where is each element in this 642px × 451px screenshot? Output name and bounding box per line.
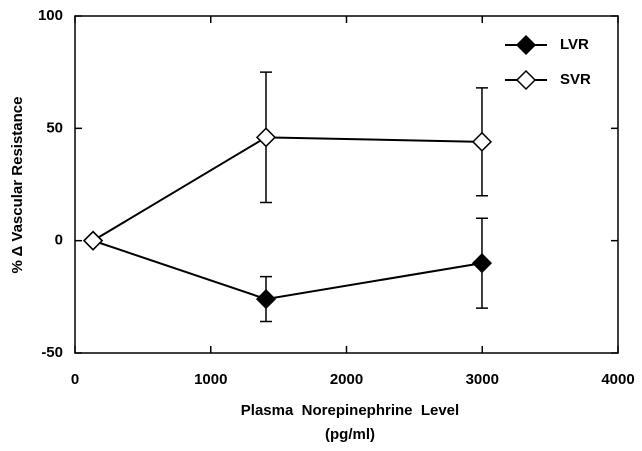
x-axis-label: Plasma Norepinephrine Level (241, 402, 459, 419)
x-tick-label: 0 (71, 371, 79, 388)
plot-frame (74, 15, 619, 354)
legend-label: LVR (560, 36, 589, 53)
marker (471, 131, 493, 152)
x-tick-label: 2000 (330, 371, 363, 388)
series-line (92, 239, 483, 301)
y-tick-label: 100 (38, 7, 63, 24)
marker (471, 253, 493, 274)
series-line (92, 136, 482, 242)
x-tick-label: 4000 (601, 371, 634, 388)
y-tick-label: 0 (55, 232, 63, 249)
legend-label: SVR (560, 71, 591, 88)
x-axis-label: (pg/ml) (325, 426, 375, 443)
marker (255, 289, 277, 310)
marker (82, 230, 104, 251)
y-tick-label: -50 (41, 344, 63, 361)
y-axis-label: % Δ Vascular Resistance (9, 97, 26, 274)
legend-marker (515, 34, 537, 56)
x-tick-label: 3000 (466, 371, 499, 388)
legend-marker (515, 69, 537, 91)
x-tick-label: 1000 (194, 371, 227, 388)
y-tick-label: 50 (46, 119, 63, 136)
marker (255, 127, 277, 148)
